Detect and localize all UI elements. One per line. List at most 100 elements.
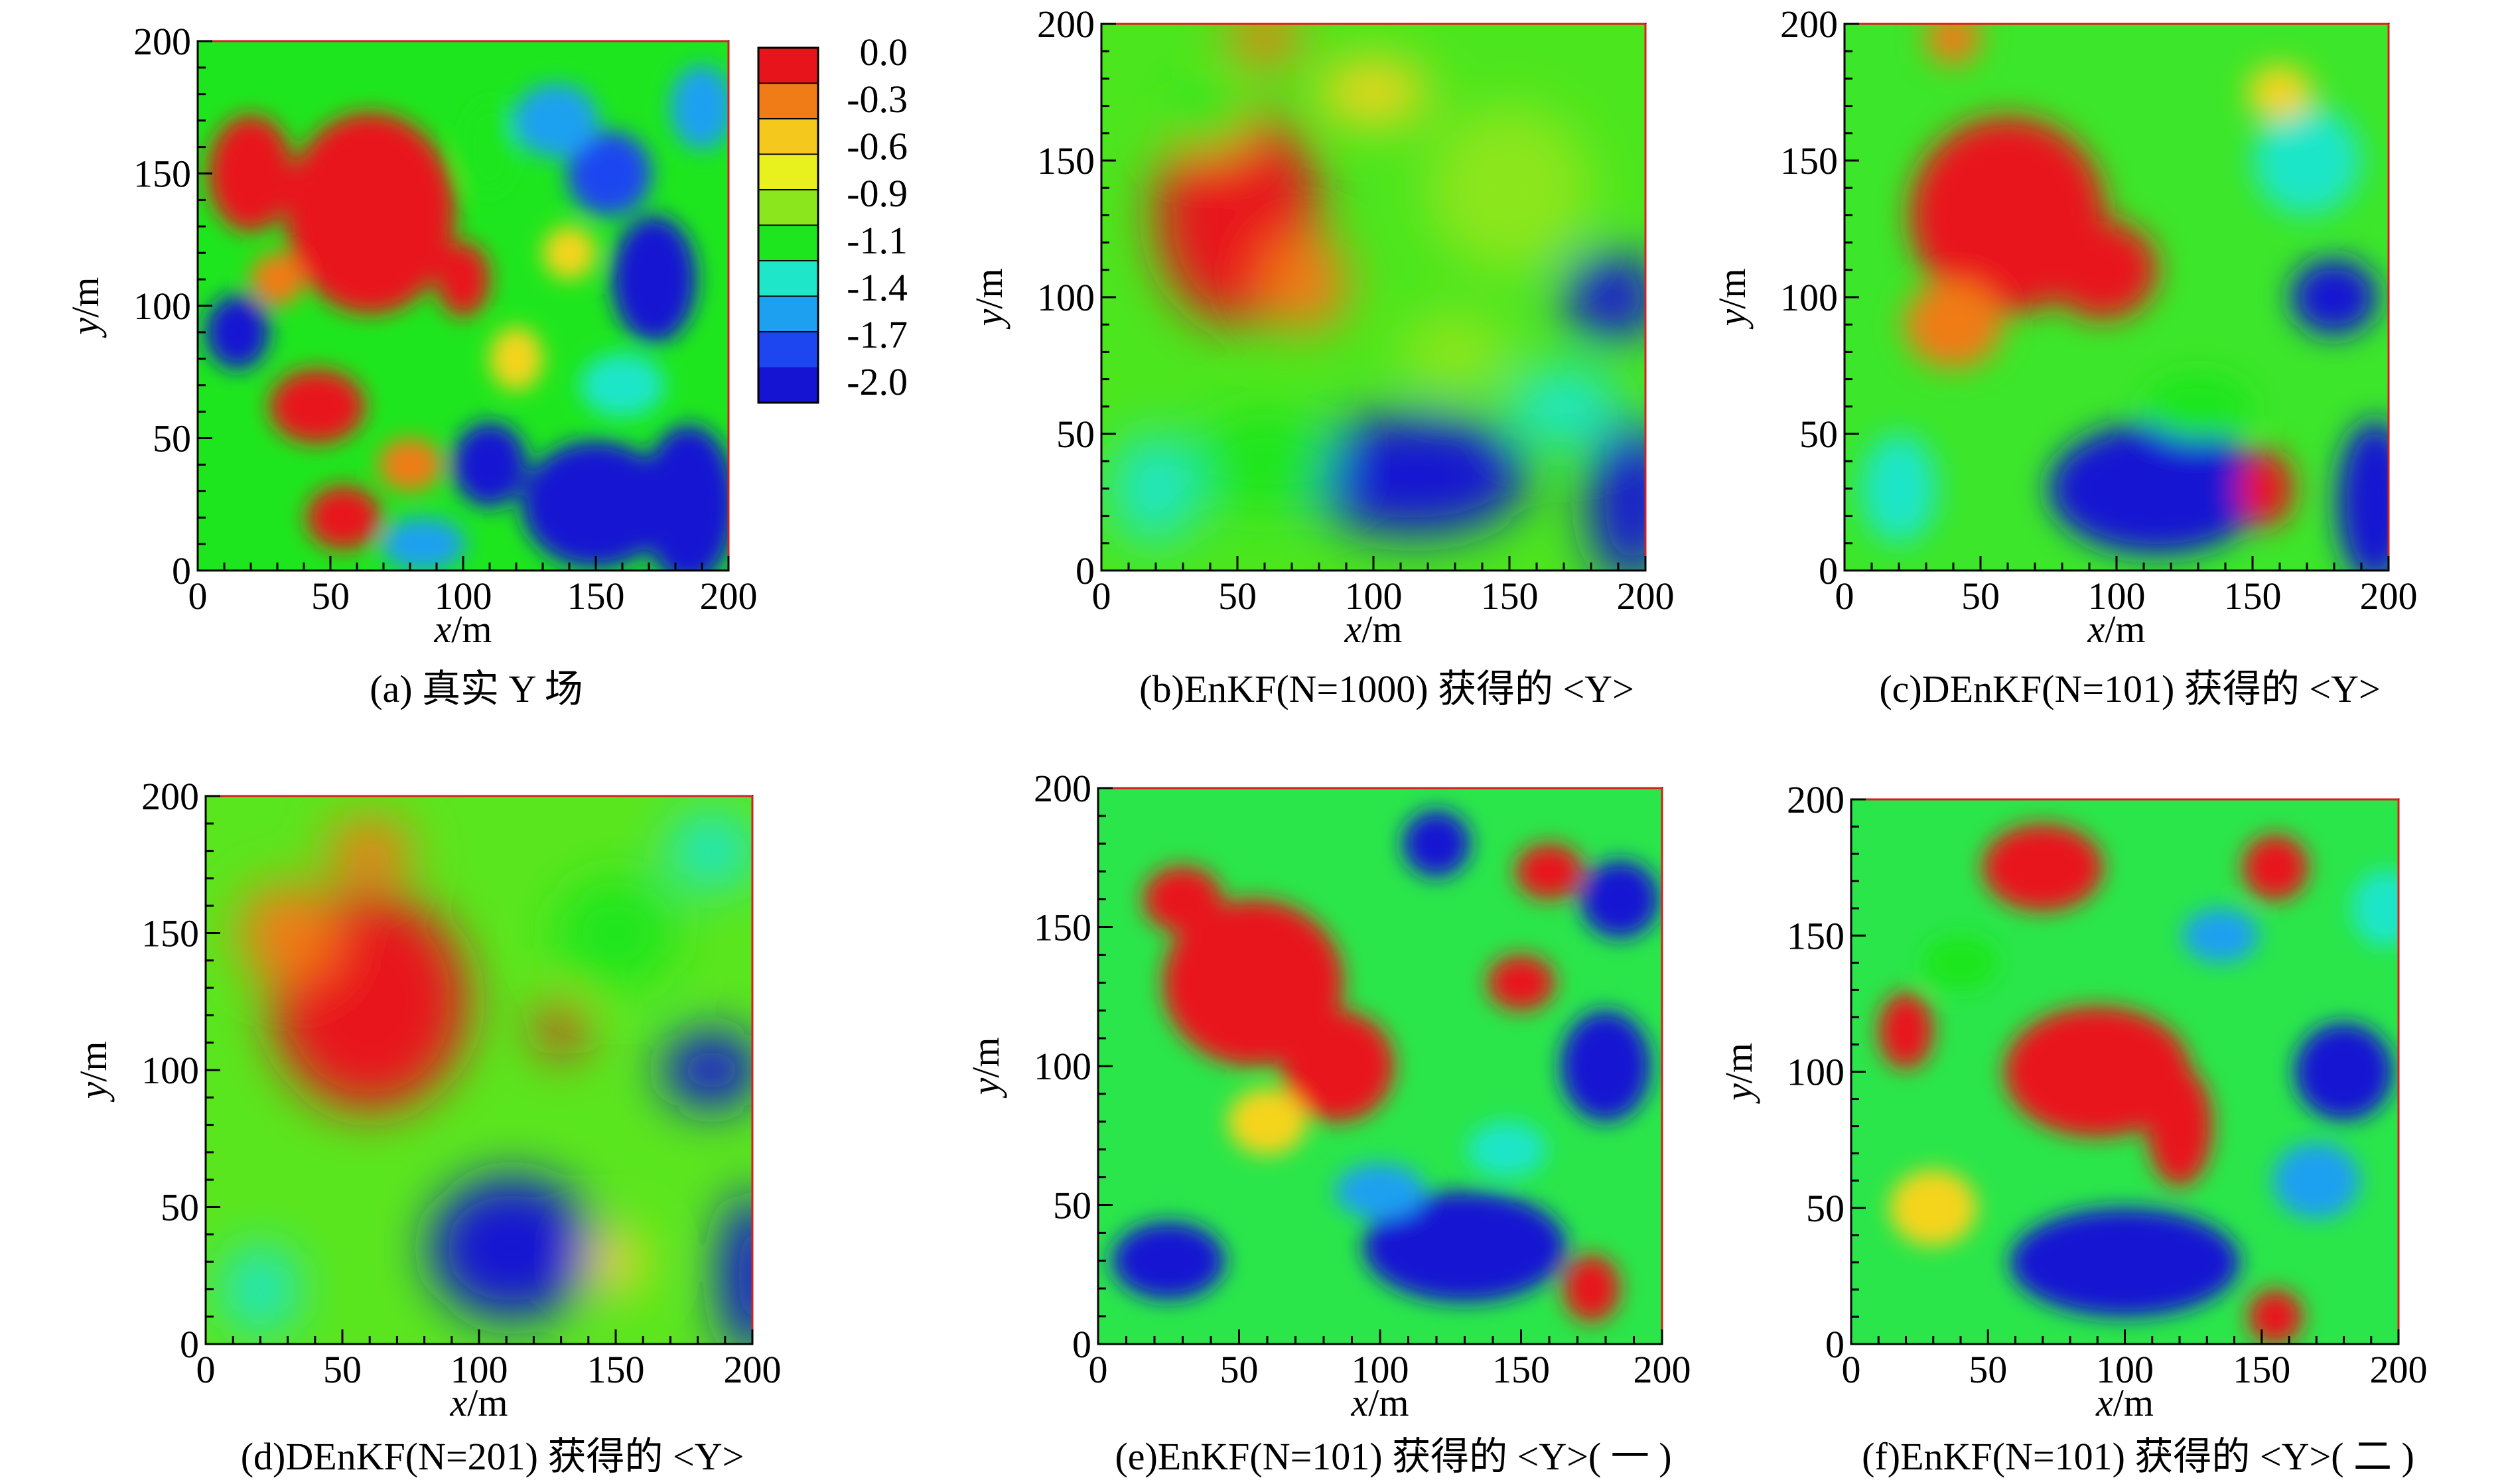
panel-caption: (a) 真实 Y 场 [370,667,583,710]
y-tick-label: 50 [153,417,191,460]
heatmap-blob [208,115,293,232]
heatmap-blob [1509,368,1618,445]
colorbar-swatch [758,48,818,84]
y-tick-label: 0 [180,1323,199,1366]
x-tick-label: 150 [1492,1348,1550,1391]
heatmap-blob [285,112,455,314]
heatmap-blob [1281,1010,1395,1122]
heatmap-field [206,796,752,1344]
heatmap-field [1101,24,1645,571]
heatmap-blob [2290,259,2378,336]
panels: 0 50 100 150 200 0 50 100 150 200 x/m y/m (a) 真实 Y 场… [64,3,2428,1478]
y-tick-label: 200 [1037,3,1095,46]
heatmap-blob [580,353,665,417]
heatmap-blob [2146,1066,2213,1186]
panel-f: 0 50 100 150 200 0 50 100 150 200 x/m y/m (f)EnKF(N=… [1717,778,2428,1478]
heatmap-blob [539,1001,583,1057]
panel-caption: (f)EnKF(N=101) 获得的 <Y>( 二 ) [1862,1435,2414,1478]
heatmap-blob [1467,1121,1547,1178]
x-tick-label: 0 [1092,574,1111,618]
x-tick-label: 200 [1617,574,1675,618]
heatmap-blob [1261,234,1350,333]
colorbar-label: -0.9 [847,172,908,215]
colorbar: 0.0-0.3-0.6-0.9-1.1-1.4-1.7-2.0 [757,31,908,404]
heatmap-blob [2294,1022,2393,1121]
x-tick-label: 100 [2088,574,2146,618]
heatmap-blob [2253,105,2361,216]
heatmap-blob [2004,1006,2191,1138]
x-tick-label: 50 [1218,574,1257,618]
heatmap-blob [1563,1254,1620,1322]
heatmap-field [1098,788,1662,1344]
y-axis-label: y/m [967,269,1010,330]
heatmap-blob [463,99,516,195]
panel-caption: (e)EnKF(N=101) 获得的 <Y>( 一 ) [1115,1435,1671,1478]
x-tick-label: 200 [700,574,758,618]
heatmap-blob [1194,412,1336,511]
heatmap-blob [251,253,304,306]
heatmap-blob [1172,86,1249,153]
heatmap-blob [2144,373,2253,440]
heatmap-blob [1564,253,1645,341]
heatmap-blob [641,425,729,571]
y-tick-label: 150 [1780,139,1838,182]
heatmap-blob [437,242,490,316]
heatmap-blob [1889,1170,1977,1247]
x-tick-label: 100 [2096,1348,2154,1391]
heatmap-blob [2337,420,2389,571]
x-tick-label: 100 [435,574,492,618]
heatmap-blob [206,295,269,370]
heatmap-blob [670,64,729,150]
x-tick-label: 50 [311,574,350,618]
x-axis-label: x/m [1344,608,1403,651]
heatmap-blob [2247,64,2313,120]
x-tick-label: 200 [1634,1348,1691,1391]
x-tick-label: 50 [323,1348,362,1391]
colorbar-swatch [758,119,818,155]
colorbar-swatch [758,154,818,190]
y-axis-label: y/m [1710,269,1754,330]
heatmap-blob [378,438,442,492]
x-tick-label: 200 [2370,1348,2428,1391]
colorbar-swatch [758,225,818,261]
y-tick-label: 50 [1806,1187,1845,1230]
panel-c: 0 50 100 150 200 0 50 100 150 200 x/m y/m (c)DEnKF(N… [1710,3,2418,710]
heatmap-blob [307,486,381,550]
panel-e: 0 50 100 150 200 0 50 100 150 200 x/m y/m (e)EnKF(N=… [964,767,1691,1478]
y-tick-label: 100 [1034,1045,1091,1088]
heatmap-blob [514,83,598,158]
heatmap-blob [2048,220,2158,319]
y-tick-label: 150 [133,153,191,196]
x-tick-label: 0 [1835,574,1854,618]
heatmap-blob [2010,1207,2240,1317]
heatmap-blob [1878,992,1933,1069]
heatmap-blob [543,226,596,280]
y-tick-label: 150 [1034,906,1091,949]
heatmap-blob [1588,420,1645,571]
y-tick-label: 0 [1072,1323,1091,1366]
colorbar-swatch [758,261,818,297]
heatmap-blob [1403,810,1470,878]
heatmap-blob [612,216,697,343]
heatmap-blob [1227,1088,1307,1156]
x-tick-label: 0 [196,1348,216,1391]
y-tick-label: 200 [1034,767,1091,810]
heatmap-blob [429,1177,594,1319]
heatmap-blob [1112,434,1200,543]
y-axis-label: y/m [64,277,107,338]
panel-d: 0 50 100 150 200 0 50 100 150 200 x/m y/m (d)DEnKF(N… [72,775,782,1478]
y-tick-label: 50 [1053,1184,1091,1227]
panel-b: 0 50 100 150 200 0 50 100 150 200 x/m y/m (b)EnKF(N=… [967,3,1675,710]
y-axis-label: y/m [964,1038,1007,1099]
heatmap-blob [588,1229,644,1295]
y-tick-label: 100 [1787,1051,1845,1094]
y-tick-label: 100 [133,285,191,328]
x-tick-label: 100 [1352,1348,1409,1391]
x-tick-label: 50 [1969,1348,2007,1391]
colorbar-swatch [758,332,818,368]
heatmap-blob [2248,1289,2303,1344]
y-tick-label: 100 [141,1049,199,1092]
heatmap-blob [1580,860,1659,939]
x-tick-label: 150 [2224,574,2282,618]
heatmap-blob [1515,843,1583,900]
